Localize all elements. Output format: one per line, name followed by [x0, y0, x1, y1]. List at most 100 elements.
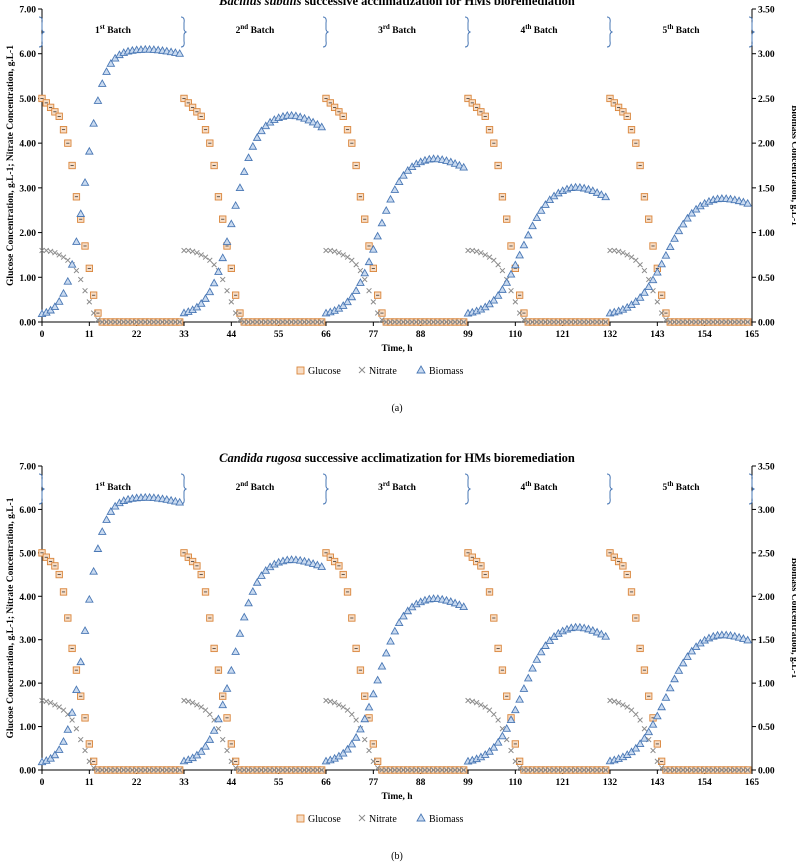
legend-biomass-label: Biomass — [429, 366, 464, 377]
nitrate-point — [590, 319, 596, 325]
nitrate-point — [465, 247, 471, 254]
nitrate-point — [69, 717, 75, 723]
nitrate-point — [460, 767, 467, 773]
biomass-point — [390, 185, 400, 193]
nitrate-point — [90, 765, 97, 771]
nitrate-point — [228, 299, 235, 305]
biomass-point — [485, 746, 494, 755]
biomass-point — [196, 299, 206, 307]
biomass-point — [356, 724, 365, 733]
biomass-point — [631, 297, 641, 305]
biomass-point — [347, 739, 357, 748]
nitrate-point — [189, 248, 196, 255]
nitrate-point — [95, 317, 101, 323]
x-tick-label: 55 — [274, 778, 284, 788]
nitrate-point — [547, 319, 553, 325]
biomass-point — [674, 226, 684, 235]
biomass-point — [343, 744, 352, 753]
biomass-point — [678, 658, 688, 667]
nitrate-point — [47, 248, 54, 255]
nitrate-point — [52, 249, 58, 256]
biomass-point — [597, 190, 606, 198]
nitrate-point — [628, 707, 635, 713]
biomass-point — [222, 683, 232, 692]
nitrate-point — [39, 697, 45, 704]
nitrate-point — [116, 319, 123, 325]
biomass-point — [459, 602, 469, 610]
biomass-point — [498, 731, 507, 740]
nitrate-point — [585, 319, 592, 325]
nitrate-point — [232, 310, 239, 316]
nitrate-point — [676, 767, 682, 773]
legend-glucose-label: Glucose — [308, 366, 341, 377]
x-tick-label: 165 — [745, 778, 760, 788]
biomass-point — [515, 694, 525, 703]
biomass-point — [192, 750, 202, 759]
nitrate-point — [237, 317, 243, 323]
nitrate-point — [624, 252, 630, 258]
batch-label-4: 4th Batch — [520, 23, 558, 36]
biomass-point — [106, 507, 116, 515]
nitrate-point — [654, 758, 661, 765]
biomass-point — [648, 719, 658, 728]
nitrate-point — [740, 767, 747, 773]
biomass-point — [450, 598, 460, 607]
nitrate-point — [138, 767, 144, 773]
biomass-point — [59, 288, 68, 297]
y-left-tick-label: 1.00 — [19, 274, 36, 284]
biomass-point — [657, 702, 667, 711]
biomass-point — [455, 160, 464, 169]
nitrate-point — [555, 767, 562, 773]
nitrate-point — [331, 699, 338, 706]
nitrate-point — [293, 767, 299, 773]
nitrate-point — [95, 767, 101, 773]
nitrate-point — [409, 767, 415, 773]
nitrate-point — [280, 767, 286, 773]
biomass-point — [209, 278, 219, 287]
nitrate-point — [585, 767, 592, 773]
panel-caption: (a) — [391, 403, 402, 414]
nitrate-point — [624, 704, 630, 710]
nitrate-point — [379, 767, 385, 773]
nitrate-point — [82, 287, 88, 294]
batch-label-4: 4th Batch — [520, 480, 558, 493]
biomass-point — [226, 665, 236, 674]
biomass-point — [510, 705, 520, 714]
nitrate-point — [620, 702, 626, 708]
nitrate-point — [714, 319, 721, 325]
biomass-point — [360, 714, 370, 723]
nitrate-point — [439, 767, 445, 773]
nitrate-point — [396, 767, 402, 773]
nitrate-point — [176, 319, 183, 325]
biomass-point — [386, 194, 395, 203]
nitrate-point — [202, 707, 209, 713]
nitrate-point — [697, 767, 704, 773]
nitrate-point — [469, 247, 476, 254]
nitrate-point — [185, 698, 192, 705]
nitrate-point — [168, 319, 174, 325]
nitrate-point — [559, 319, 566, 325]
nitrate-point — [164, 767, 170, 773]
x-tick-label: 88 — [416, 778, 426, 788]
nitrate-point — [452, 319, 458, 325]
nitrate-point — [572, 767, 579, 773]
biomass-point — [506, 715, 516, 723]
nitrate-point — [714, 767, 721, 773]
biomass-point — [743, 635, 753, 644]
batch-label-2: 2nd Batch — [236, 23, 275, 36]
biomass-point — [459, 162, 469, 171]
nitrate-point — [676, 319, 682, 325]
nitrate-point — [344, 707, 351, 713]
biomass-point — [257, 126, 266, 135]
biomass-point — [386, 636, 395, 645]
nitrate-point — [551, 319, 557, 325]
x-tick-label: 22 — [132, 778, 142, 788]
biomass-point — [84, 146, 94, 155]
nitrate-point — [224, 287, 230, 294]
nitrate-point — [207, 257, 213, 264]
nitrate-point — [306, 319, 312, 325]
biomass-point — [506, 269, 516, 278]
biomass-point — [528, 663, 537, 672]
nitrate-point — [405, 767, 411, 773]
